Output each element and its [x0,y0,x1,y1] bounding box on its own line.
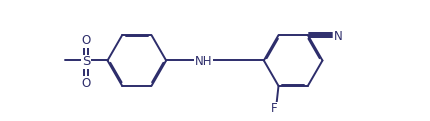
Text: S: S [82,56,90,68]
Text: F: F [271,102,278,115]
Text: O: O [81,77,91,90]
Text: NH: NH [194,56,212,68]
Text: O: O [81,34,91,47]
Text: N: N [334,30,342,43]
